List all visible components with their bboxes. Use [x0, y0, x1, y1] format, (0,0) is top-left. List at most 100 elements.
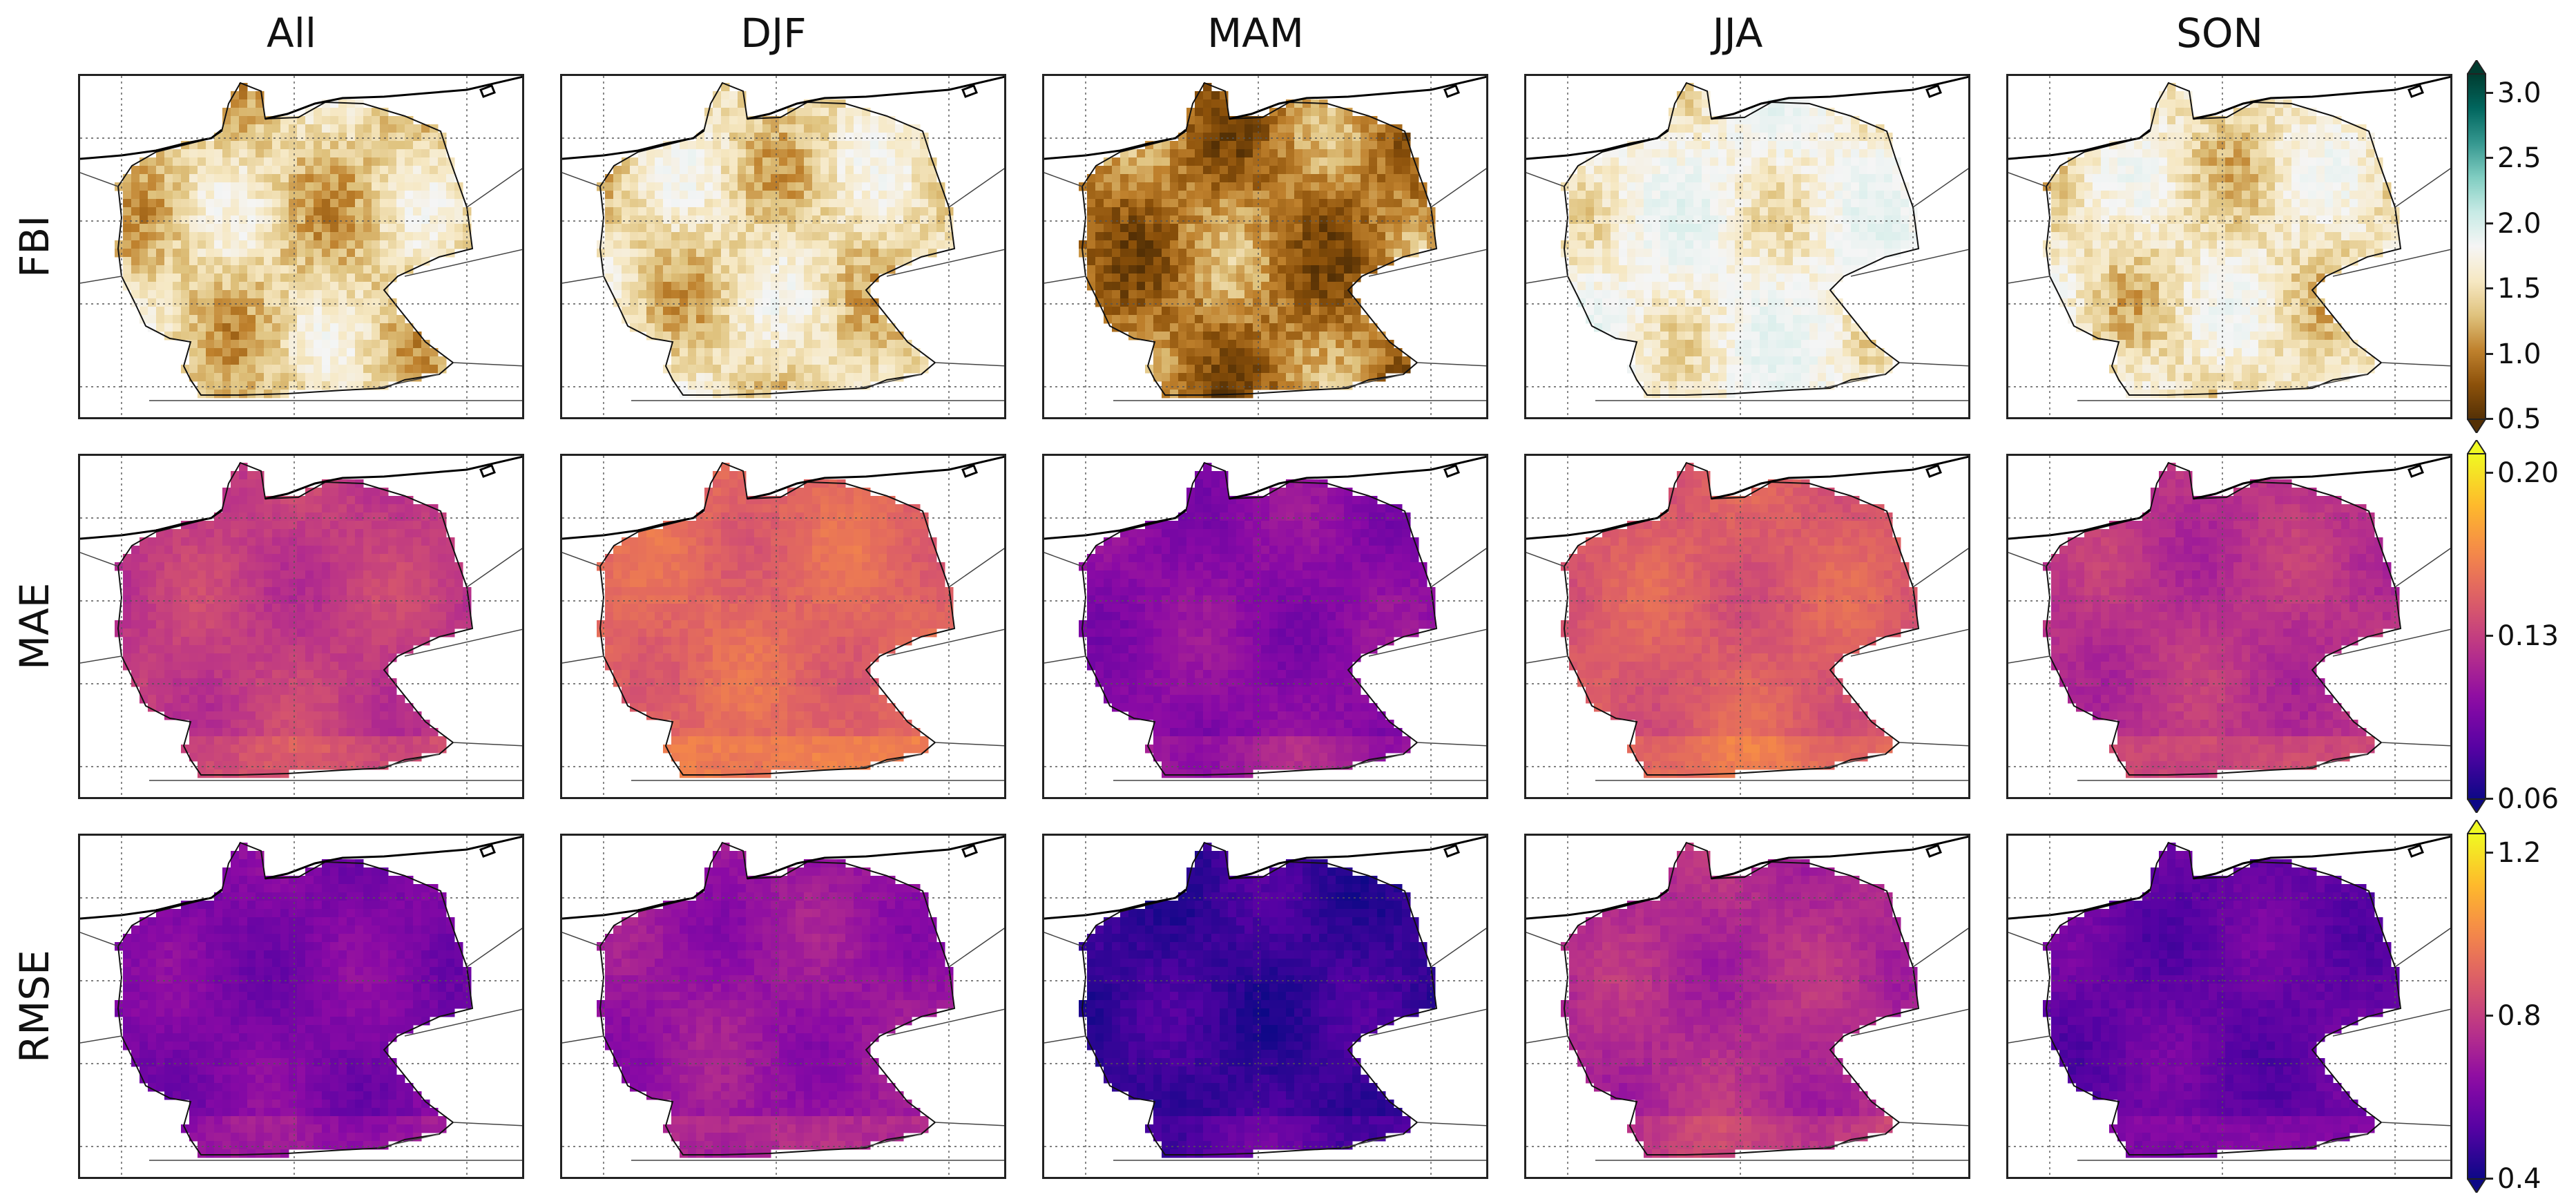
- map-heatmap: [2008, 836, 2450, 1177]
- colorbar-fbi: [2466, 59, 2487, 434]
- colorbar-tick-label: 0.8: [2497, 1000, 2541, 1032]
- coastline: [1044, 76, 1486, 160]
- heatmap-cells: [1561, 83, 1918, 399]
- neighbour-borders: [1044, 168, 1486, 401]
- map-heatmap: [1526, 76, 1968, 417]
- map-heatmap: [562, 456, 1004, 797]
- column-title-jja: JJA: [1712, 10, 1763, 57]
- graticule: [562, 76, 1004, 417]
- heatmap-cells: [2043, 843, 2400, 1158]
- map-panel-rmse-all: [78, 834, 524, 1179]
- heatmap-cells: [1561, 843, 1918, 1158]
- neighbour-borders: [80, 928, 522, 1161]
- neighbour-borders: [1526, 168, 1968, 401]
- germany-border: [1563, 81, 1920, 396]
- coastline: [1044, 836, 1486, 920]
- colorbar-tick-mark: [2486, 1015, 2493, 1017]
- map-heatmap: [1044, 76, 1486, 417]
- colorbar-extend-min: [2466, 1178, 2487, 1194]
- colorbar-gradient: [2467, 453, 2486, 800]
- map-panel-rmse-djf: [560, 834, 1006, 1179]
- germany-border: [599, 81, 956, 396]
- heatmap-cells: [597, 83, 954, 399]
- row-title-mae: MAE: [11, 582, 58, 671]
- graticule: [1526, 836, 1968, 1177]
- coastline: [562, 456, 1004, 540]
- germany-border: [117, 81, 474, 396]
- neighbour-borders: [80, 168, 522, 401]
- map-heatmap: [562, 76, 1004, 417]
- map-heatmap: [2008, 456, 2450, 797]
- neighbour-borders: [562, 928, 1004, 1161]
- colorbar-tick-label: 3.0: [2497, 77, 2541, 109]
- coastline: [1526, 76, 1968, 160]
- germany-border: [599, 461, 956, 776]
- heatmap-cells: [597, 843, 954, 1158]
- map-panel-rmse-mam: [1042, 834, 1488, 1179]
- map-panel-mae-all: [78, 454, 524, 799]
- germany-border: [1081, 81, 1438, 396]
- graticule: [2008, 76, 2450, 417]
- graticule: [2008, 836, 2450, 1177]
- column-title-djf: DJF: [740, 10, 807, 57]
- colorbar-tick-label: 0.06: [2497, 783, 2559, 815]
- colorbar-tick-mark: [2486, 635, 2493, 637]
- germany-border: [2045, 461, 2402, 776]
- map-heatmap: [562, 836, 1004, 1177]
- graticule: [1044, 76, 1486, 417]
- colorbar-scale: [2466, 59, 2487, 434]
- colorbar-rmse: [2466, 818, 2487, 1194]
- colorbar-tick-mark: [2486, 472, 2493, 474]
- germany-border: [1563, 841, 1920, 1155]
- neighbour-borders: [1526, 548, 1968, 781]
- graticule: [80, 456, 522, 797]
- map-heatmap: [80, 456, 522, 797]
- map-heatmap: [1526, 836, 1968, 1177]
- colorbar-tick-label: 0.13: [2497, 620, 2559, 652]
- heatmap-cells: [1079, 463, 1436, 778]
- colorbar-tick-mark: [2486, 157, 2493, 160]
- graticule: [1044, 456, 1486, 797]
- coastline: [1526, 836, 1968, 920]
- map-heatmap: [80, 836, 522, 1177]
- graticule: [80, 76, 522, 417]
- map-panel-rmse-jja: [1524, 834, 1970, 1179]
- coastline: [562, 76, 1004, 160]
- coastline: [2008, 76, 2450, 160]
- germany-border: [117, 841, 474, 1155]
- neighbour-borders: [1044, 928, 1486, 1161]
- colorbar-mae: [2466, 439, 2487, 814]
- neighbour-borders: [80, 548, 522, 781]
- map-panel-fbi-son: [2006, 74, 2452, 419]
- map-panel-fbi-all: [78, 74, 524, 419]
- colorbar-gradient: [2467, 73, 2486, 420]
- column-title-all: All: [267, 10, 316, 57]
- coastline: [2008, 836, 2450, 920]
- map-heatmap: [80, 76, 522, 417]
- coastline: [80, 76, 522, 160]
- map-panel-mae-djf: [560, 454, 1006, 799]
- colorbar-tick-mark: [2486, 92, 2493, 94]
- heatmap-cells: [597, 463, 954, 778]
- row-title-fbi: FBI: [11, 215, 58, 278]
- map-heatmap: [1526, 456, 1968, 797]
- heatmap-cells: [1079, 83, 1436, 399]
- column-title-mam: MAM: [1207, 10, 1304, 57]
- coastline: [562, 836, 1004, 920]
- heatmap-cells: [2043, 83, 2400, 399]
- heatmap-cells: [2043, 463, 2400, 778]
- colorbar-extend-max: [2466, 818, 2487, 834]
- coastline: [80, 456, 522, 540]
- map-panel-mae-son: [2006, 454, 2452, 799]
- colorbar-tick-label: 1.5: [2497, 273, 2541, 305]
- neighbour-borders: [2008, 928, 2450, 1161]
- colorbar-tick-mark: [2486, 1178, 2493, 1180]
- graticule: [1526, 456, 1968, 797]
- coastline: [1044, 456, 1486, 540]
- neighbour-borders: [2008, 168, 2450, 401]
- colorbar-tick-label: 0.4: [2497, 1163, 2541, 1195]
- germany-border: [2045, 81, 2402, 396]
- graticule: [2008, 456, 2450, 797]
- heatmap-cells: [115, 463, 472, 778]
- heatmap-cells: [115, 843, 472, 1158]
